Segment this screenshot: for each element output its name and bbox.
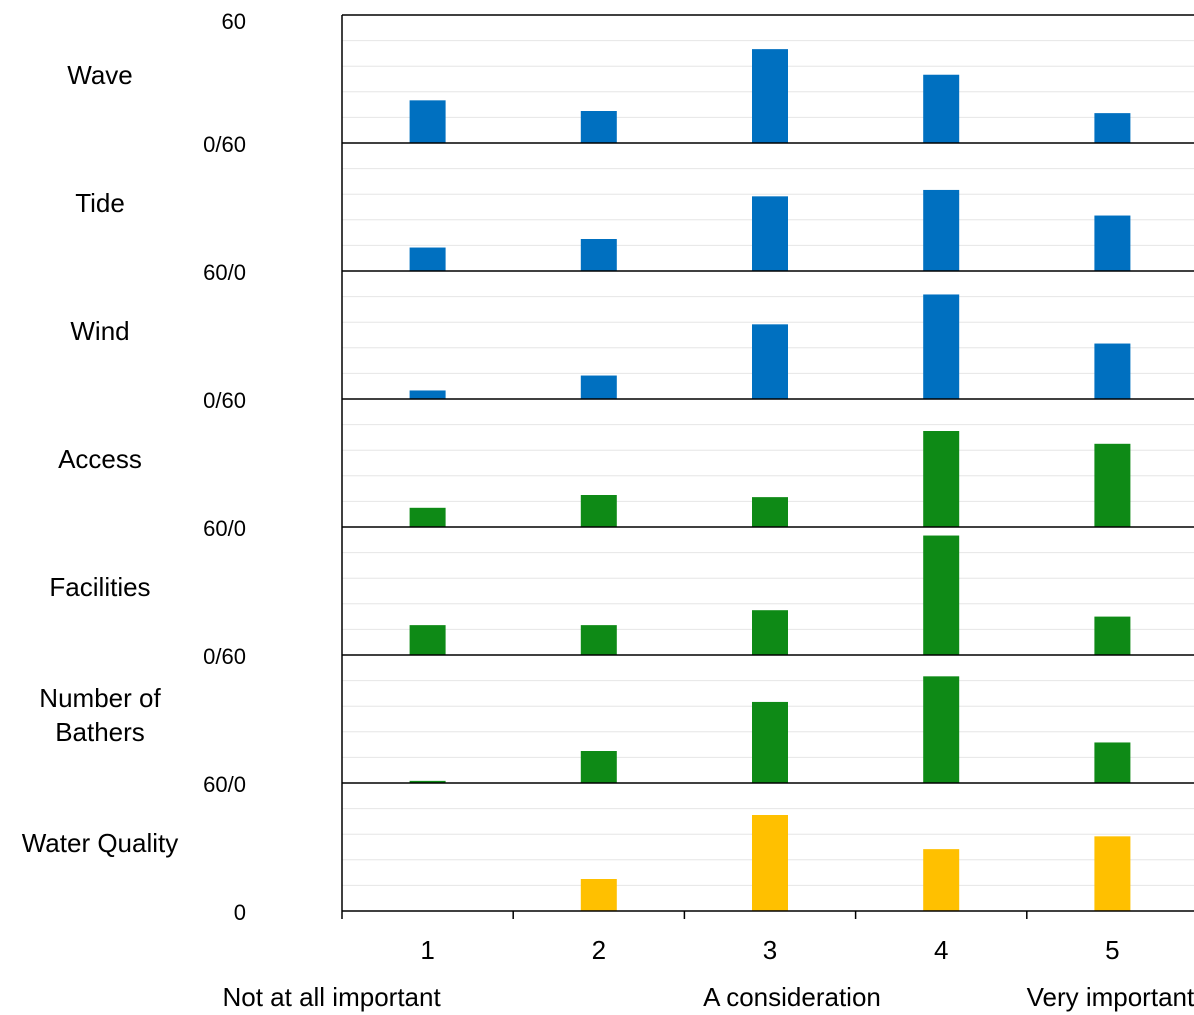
y-tick-label: 60/0 <box>203 772 246 797</box>
bar <box>1094 343 1131 399</box>
x-category-description: Very important <box>1027 982 1194 1012</box>
x-tick-label: 5 <box>1105 935 1119 965</box>
x-tick-label: 3 <box>763 935 777 965</box>
bar <box>580 495 617 527</box>
x-category-description: A consideration <box>703 982 881 1012</box>
y-tick-label: 60/0 <box>203 516 246 541</box>
bar <box>580 625 617 655</box>
x-tick-label: 1 <box>420 935 434 965</box>
panel-label: Water Quality <box>21 828 179 859</box>
panel-label: Tide <box>75 188 125 219</box>
bar <box>752 196 788 271</box>
bar <box>752 610 788 655</box>
y-tick-label: 60/0 <box>203 260 246 285</box>
bar <box>1094 113 1131 143</box>
bar <box>580 239 617 271</box>
bar <box>923 431 960 527</box>
bar <box>1094 616 1131 655</box>
bar <box>1094 836 1131 911</box>
bar <box>923 849 960 911</box>
panel-label: Wave <box>67 60 133 91</box>
bar <box>923 189 960 271</box>
bar <box>409 390 446 399</box>
bar <box>409 100 446 143</box>
y-tick-label: 0/60 <box>203 644 246 669</box>
bar <box>409 507 446 527</box>
bar <box>752 701 788 783</box>
x-category-description: Not at all important <box>222 982 441 1012</box>
bar <box>409 780 446 783</box>
x-tick-label: 4 <box>934 935 948 965</box>
bar <box>923 74 960 143</box>
bar <box>923 294 960 399</box>
bar <box>752 49 788 144</box>
bar <box>923 535 960 655</box>
bar <box>923 676 960 783</box>
bar <box>409 625 446 655</box>
bar <box>752 324 788 399</box>
panel-label: Facilities <box>49 572 151 603</box>
bar <box>1094 443 1131 527</box>
panel-label: Wind <box>70 316 130 347</box>
bar <box>409 247 446 271</box>
bar <box>580 111 617 143</box>
y-tick-label: 0 <box>234 900 246 925</box>
bar <box>580 751 617 783</box>
bar <box>752 497 788 527</box>
y-tick-label: 60 <box>222 9 246 34</box>
panel-label: Number of Bathers <box>39 683 161 748</box>
bar <box>1094 742 1131 783</box>
y-tick-label: 0/60 <box>203 132 246 157</box>
bar <box>1094 215 1131 271</box>
bar <box>752 815 788 911</box>
bar <box>580 375 617 399</box>
x-tick-label: 2 <box>592 935 606 965</box>
y-tick-label: 0/60 <box>203 388 246 413</box>
bar <box>580 879 617 911</box>
panel-label: Access <box>58 444 142 475</box>
